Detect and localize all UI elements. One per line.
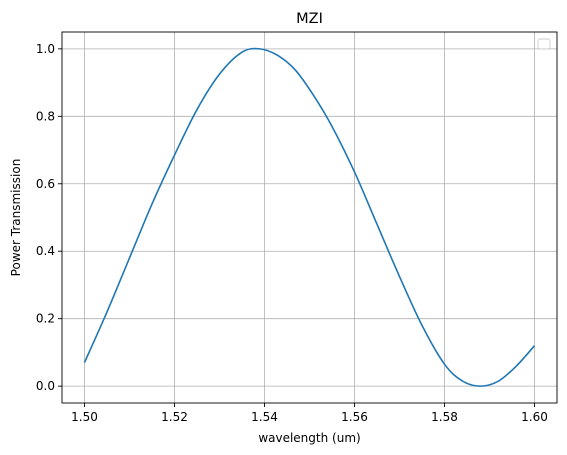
x-tick-label: 1.60	[521, 410, 548, 424]
y-tick-label: 0.4	[36, 244, 55, 258]
legend-box	[537, 38, 551, 50]
y-tick-label: 0.6	[36, 177, 55, 191]
x-tick-label: 1.56	[341, 410, 368, 424]
y-tick-label: 0.2	[36, 312, 55, 326]
chart-title: MZI	[296, 11, 323, 27]
y-axis: 0.0 0.2 0.4 0.6 0.8 1.0	[36, 42, 62, 393]
x-axis: 1.50 1.52 1.54 1.56 1.58 1.60	[71, 403, 548, 424]
grid-lines	[62, 32, 557, 403]
x-tick-label: 1.52	[161, 410, 188, 424]
y-tick-label: 0.0	[36, 379, 55, 393]
series-group	[83, 47, 536, 387]
x-tick-label: 1.54	[251, 410, 278, 424]
x-tick-label: 1.58	[431, 410, 458, 424]
axes-frame	[61, 31, 558, 404]
y-tick-label: 1.0	[36, 42, 55, 56]
series-line-0	[83, 47, 536, 387]
y-axis-label: Power Transmission	[9, 159, 23, 277]
x-tick-label: 1.50	[71, 410, 98, 424]
y-tick-label: 0.8	[36, 109, 55, 123]
x-axis-label: wavelength (um)	[258, 431, 360, 445]
